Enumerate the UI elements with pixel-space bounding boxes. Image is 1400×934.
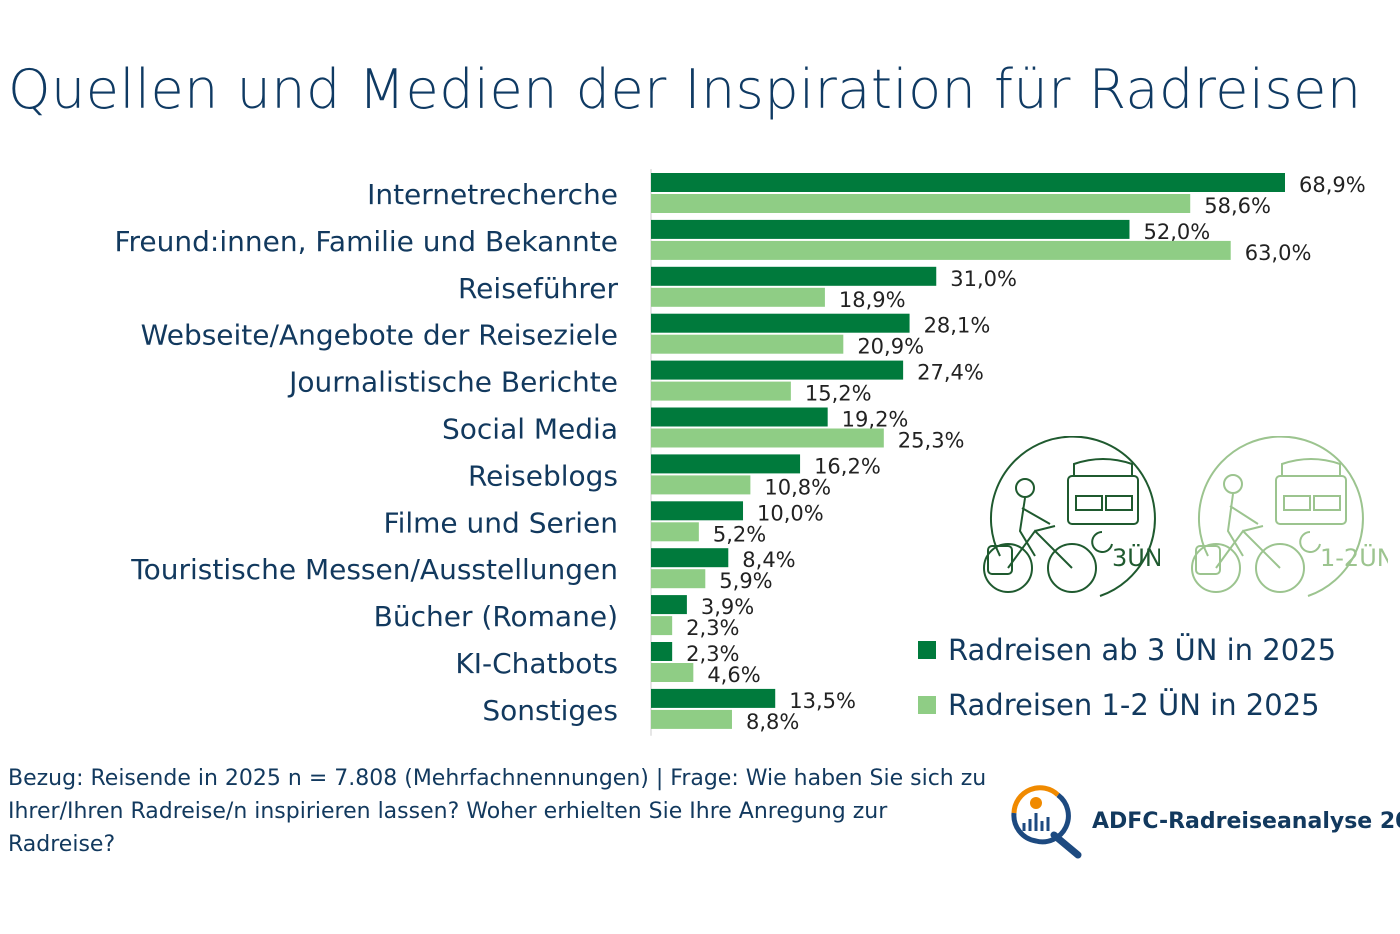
value-label: 3,9% <box>701 595 754 619</box>
footnote: Bezug: Reisende in 2025 n = 7.808 (Mehrf… <box>8 766 987 857</box>
value-label: 18,9% <box>839 288 906 312</box>
value-label: 10,8% <box>764 475 831 499</box>
bar <box>651 334 844 354</box>
value-label: 8,4% <box>742 548 795 572</box>
value-label: 2,3% <box>686 616 739 640</box>
bar <box>651 663 694 682</box>
value-label: 19,2% <box>842 408 909 432</box>
bar <box>651 569 706 589</box>
value-label: 25,3% <box>898 429 965 453</box>
value-label: 10,0% <box>757 501 824 525</box>
bar <box>651 616 673 636</box>
category-label: Bücher (Romane) <box>374 600 618 633</box>
bar <box>651 595 687 615</box>
value-label: 16,2% <box>814 454 881 478</box>
bar <box>651 475 751 495</box>
magnifier-chart-logo-icon <box>1011 785 1082 859</box>
value-label: 28,1% <box>924 314 991 338</box>
value-label: 20,9% <box>857 335 924 359</box>
value-label: 52,0% <box>1143 220 1210 244</box>
value-label: 68,9% <box>1299 173 1366 197</box>
category-label: Touristische Messen/Ausstellungen <box>130 553 618 586</box>
value-label: 58,6% <box>1204 194 1271 218</box>
bar <box>651 313 910 333</box>
value-label: 8,8% <box>746 710 799 734</box>
category-label: Social Media <box>442 413 618 446</box>
bar <box>651 266 937 286</box>
bar <box>651 522 699 542</box>
bar <box>651 194 1191 213</box>
bar <box>651 173 1285 192</box>
category-label: Journalistische Berichte <box>287 366 618 399</box>
bar <box>651 709 732 729</box>
bar <box>651 407 828 427</box>
legend: Radreisen ab 3 ÜN in 2025 Radreisen 1-2 … <box>918 622 1336 732</box>
value-label: 27,4% <box>917 361 984 385</box>
bar <box>651 240 1231 260</box>
category-label: Webseite/Angebote der Reiseziele <box>141 319 618 352</box>
category-label: KI-Chatbots <box>455 647 618 680</box>
category-label: Freund:innen, Familie und Bekannte <box>114 225 618 258</box>
bar <box>651 454 801 474</box>
legend-item-3un: Radreisen ab 3 ÜN in 2025 <box>918 622 1336 677</box>
category-label: Sonstiges <box>482 694 618 727</box>
bar <box>651 688 776 708</box>
value-label: 2,3% <box>686 642 739 666</box>
category-label: Reiseführer <box>458 272 618 305</box>
value-label: 5,2% <box>713 522 766 546</box>
icon-label: 3ÜN <box>1112 543 1160 572</box>
value-label: 63,0% <box>1245 241 1312 265</box>
value-label: 5,9% <box>719 569 772 593</box>
category-label: Internetrecherche <box>367 178 618 211</box>
value-label: 4,6% <box>707 663 760 687</box>
bar <box>651 642 673 661</box>
legend-label: Radreisen 1-2 ÜN in 2025 <box>948 687 1320 722</box>
category-label: Reiseblogs <box>468 459 618 492</box>
bar <box>651 219 1130 239</box>
bar <box>651 287 825 307</box>
legend-label: Radreisen ab 3 ÜN in 2025 <box>948 632 1337 667</box>
value-label: 13,5% <box>789 689 856 713</box>
bar-chart: Internetrecherche 68,9% 58,6% Freund:innen,… <box>114 169 1366 736</box>
legend-swatch <box>918 695 936 714</box>
cyclist-bed-icon: 1-2ÜN <box>1191 436 1388 597</box>
chart-title: Quellen und Medien der Inspiration für R… <box>8 58 1362 121</box>
bar <box>651 501 744 521</box>
legend-item-1-2un: Radreisen 1-2 ÜN in 2025 <box>918 677 1336 732</box>
bar <box>651 428 884 448</box>
cyclist-bed-icon: 3ÜN <box>983 436 1160 597</box>
icon-label: 1-2ÜN <box>1320 543 1388 572</box>
bar <box>651 360 904 380</box>
bar <box>651 548 729 568</box>
value-label: 15,2% <box>805 382 872 406</box>
value-label: 31,0% <box>950 267 1017 291</box>
logo: ADFC-Radreiseanalyse 2025 <box>1006 783 1400 859</box>
category-label: Filme und Serien <box>384 506 618 539</box>
logo-text: ADFC-Radreiseanalyse 2025 <box>1092 808 1400 834</box>
bar <box>651 381 791 401</box>
legend-swatch <box>918 640 936 659</box>
